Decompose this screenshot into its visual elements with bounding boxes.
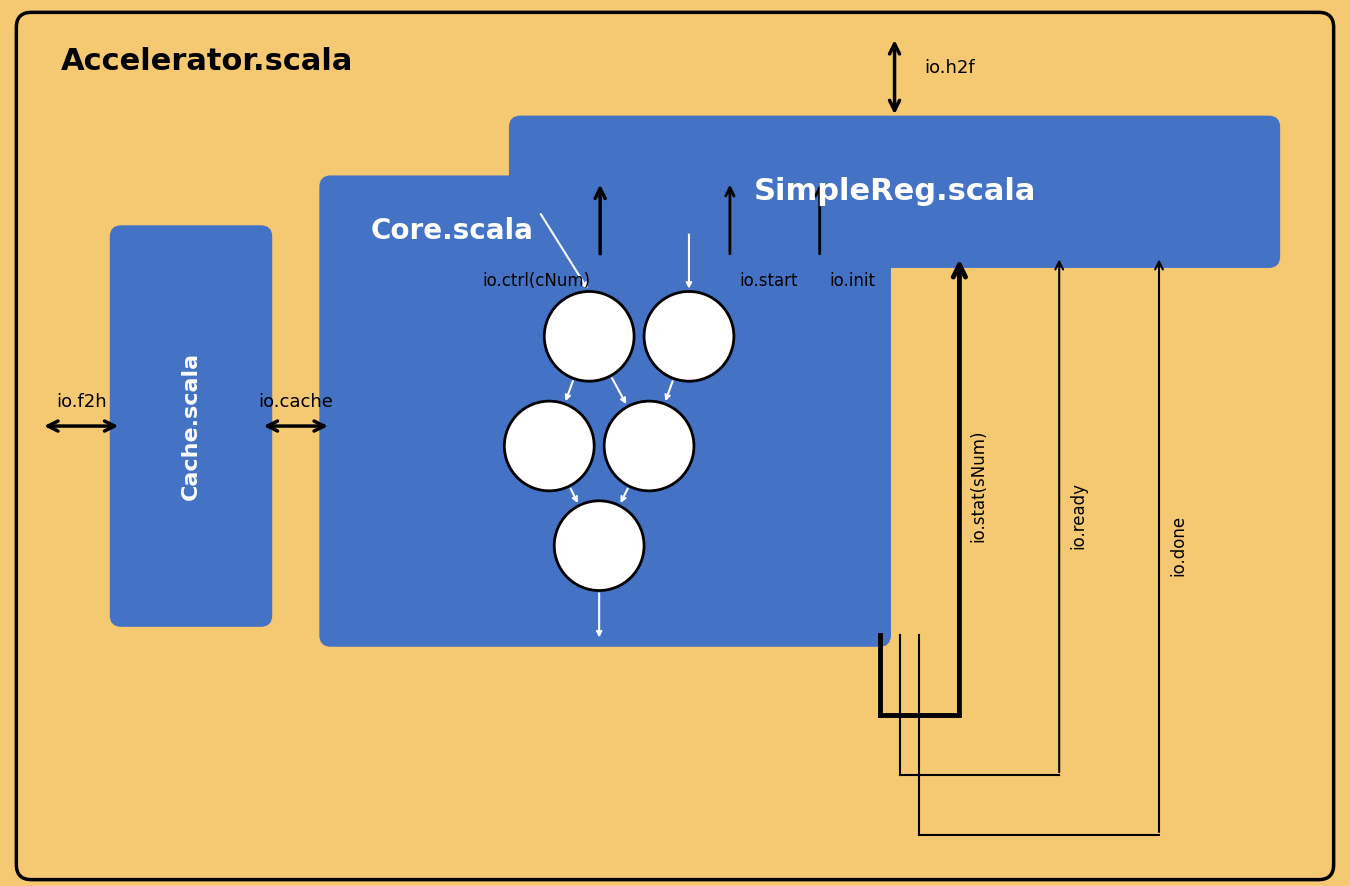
Text: io.ready: io.ready xyxy=(1069,482,1087,549)
FancyBboxPatch shape xyxy=(321,177,890,645)
Text: io.ctrl(cNum): io.ctrl(cNum) xyxy=(482,271,590,290)
Text: io.start: io.start xyxy=(740,271,798,290)
Circle shape xyxy=(555,501,644,591)
Text: io.stat(sNum): io.stat(sNum) xyxy=(969,430,987,542)
Circle shape xyxy=(605,401,694,491)
FancyBboxPatch shape xyxy=(16,12,1334,880)
Text: io.h2f: io.h2f xyxy=(925,59,975,77)
Text: io.f2h: io.f2h xyxy=(55,393,107,411)
Circle shape xyxy=(544,291,634,381)
Text: Core.scala: Core.scala xyxy=(371,217,533,245)
Circle shape xyxy=(644,291,734,381)
FancyBboxPatch shape xyxy=(510,117,1278,267)
Text: io.cache: io.cache xyxy=(258,393,333,411)
Text: Cache.scala: Cache.scala xyxy=(181,352,201,500)
Text: Accelerator.scala: Accelerator.scala xyxy=(61,47,354,76)
Text: io.init: io.init xyxy=(830,271,876,290)
Text: io.done: io.done xyxy=(1169,515,1187,576)
FancyBboxPatch shape xyxy=(111,227,271,626)
Circle shape xyxy=(505,401,594,491)
Text: SimpleReg.scala: SimpleReg.scala xyxy=(753,177,1035,206)
